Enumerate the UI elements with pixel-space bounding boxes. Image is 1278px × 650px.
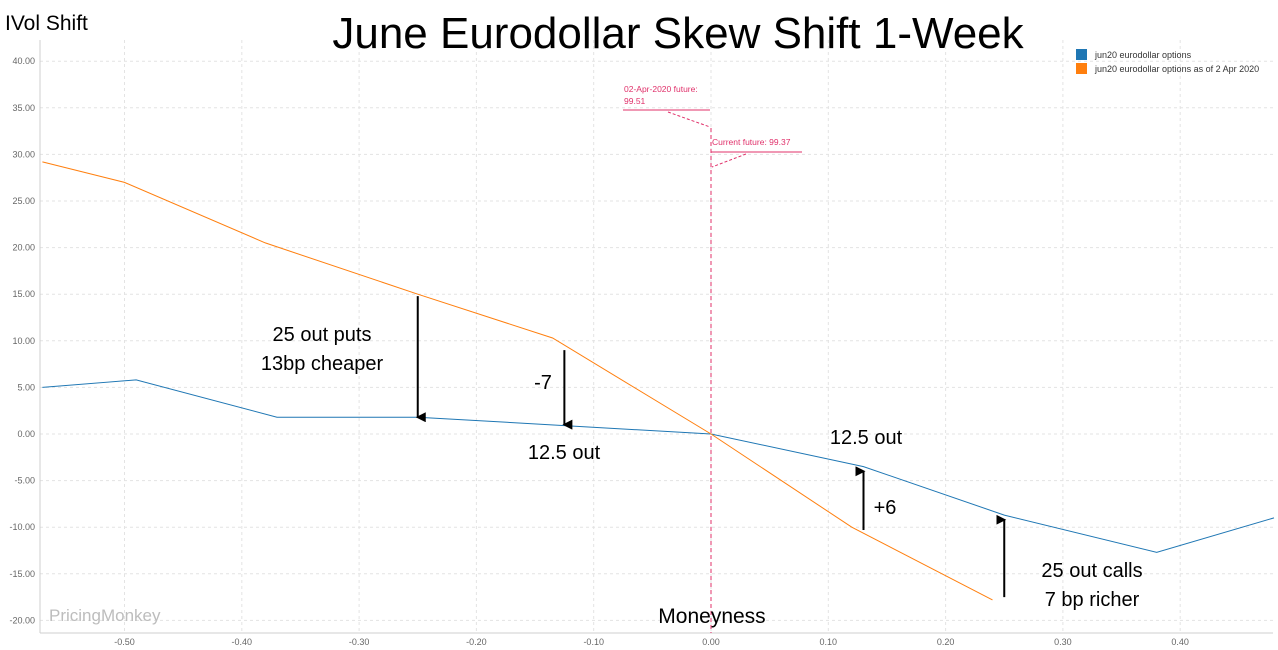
x-tick-label: -0.20 [466, 637, 487, 647]
y-tick-label: -20.00 [9, 615, 35, 625]
y-tick-label: -15.00 [9, 569, 35, 579]
annotations: 25 out puts 13bp cheaper -7 12.5 out 12.… [261, 296, 1143, 611]
series-line-jun20-eurodollar-options [42, 379, 1275, 553]
legend: jun20 eurodollar options jun20 eurodolla… [1076, 49, 1259, 74]
current-future-label: Current future: 99.37 [712, 137, 791, 147]
annotation-25-out-puts-line-1: 25 out puts [273, 324, 372, 346]
legend-label-series-0: jun20 eurodollar options [1094, 50, 1192, 60]
y-tick-label: 0.00 [17, 429, 35, 439]
previous-future-leader [667, 111, 711, 128]
previous-future-label-line-2: 99.51 [624, 96, 646, 106]
x-tick-label: 0.30 [1054, 637, 1072, 647]
annotation-plus-6: +6 [874, 497, 897, 519]
legend-swatch-series-1 [1076, 63, 1087, 74]
chart-title: June Eurodollar Skew Shift 1-Week [332, 9, 1024, 58]
y-tick-label: -5.00 [14, 476, 35, 486]
y-tick-label: 10.00 [12, 336, 35, 346]
annotation-12-5-out-left: 12.5 out [528, 442, 601, 464]
series [42, 161, 1275, 601]
y-tick-labels: 40.00 35.00 30.00 25.00 20.00 15.00 10.00 5.00 0… [9, 56, 35, 625]
annotation-25-out-calls-line-1: 25 out calls [1041, 560, 1142, 582]
annotation-12-5-out-right: 12.5 out [830, 427, 903, 449]
x-tick-label: -0.50 [114, 637, 135, 647]
y-tick-label: -10.00 [9, 522, 35, 532]
legend-swatch-series-0 [1076, 49, 1087, 60]
x-tick-label: 0.20 [937, 637, 955, 647]
axes [39, 40, 1273, 634]
previous-future-label-line-1: 02-Apr-2020 future: [624, 84, 698, 94]
y-tick-label: 20.00 [12, 243, 35, 253]
watermark-text: PricingMonkey [49, 606, 161, 625]
y-axis-label: IVol Shift [5, 12, 88, 35]
grid [40, 40, 1273, 633]
y-tick-label: 25.00 [12, 196, 35, 206]
annotation-25-out-calls-line-2: 7 bp richer [1045, 589, 1140, 611]
y-tick-label: 30.00 [12, 149, 35, 159]
current-future-leader [711, 153, 747, 168]
x-tick-label: 0.10 [820, 637, 838, 647]
x-tick-label: 0.00 [702, 637, 720, 647]
legend-label-series-1: jun20 eurodollar options as of 2 Apr 202… [1094, 64, 1259, 74]
y-tick-label: 5.00 [17, 382, 35, 392]
x-tick-labels: -0.50 -0.40 -0.30 -0.20 -0.10 0.00 0.10 0.20 0.3… [114, 637, 1189, 647]
y-tick-label: 40.00 [12, 56, 35, 66]
x-tick-label: 0.40 [1171, 637, 1189, 647]
series-line-jun20-eurodollar-options-as-of-2-apr-2020 [42, 161, 993, 601]
x-axis-label: Moneyness [658, 605, 765, 628]
y-tick-label: 35.00 [12, 103, 35, 113]
x-tick-label: -0.40 [232, 637, 253, 647]
x-tick-label: -0.30 [349, 637, 370, 647]
annotation-25-out-puts-line-2: 13bp cheaper [261, 353, 384, 375]
y-tick-label: 15.00 [12, 289, 35, 299]
reference-lines: 02-Apr-2020 future: 99.51 Current future… [623, 84, 802, 633]
x-tick-label: -0.10 [583, 637, 604, 647]
annotation-minus-7: -7 [534, 372, 552, 394]
